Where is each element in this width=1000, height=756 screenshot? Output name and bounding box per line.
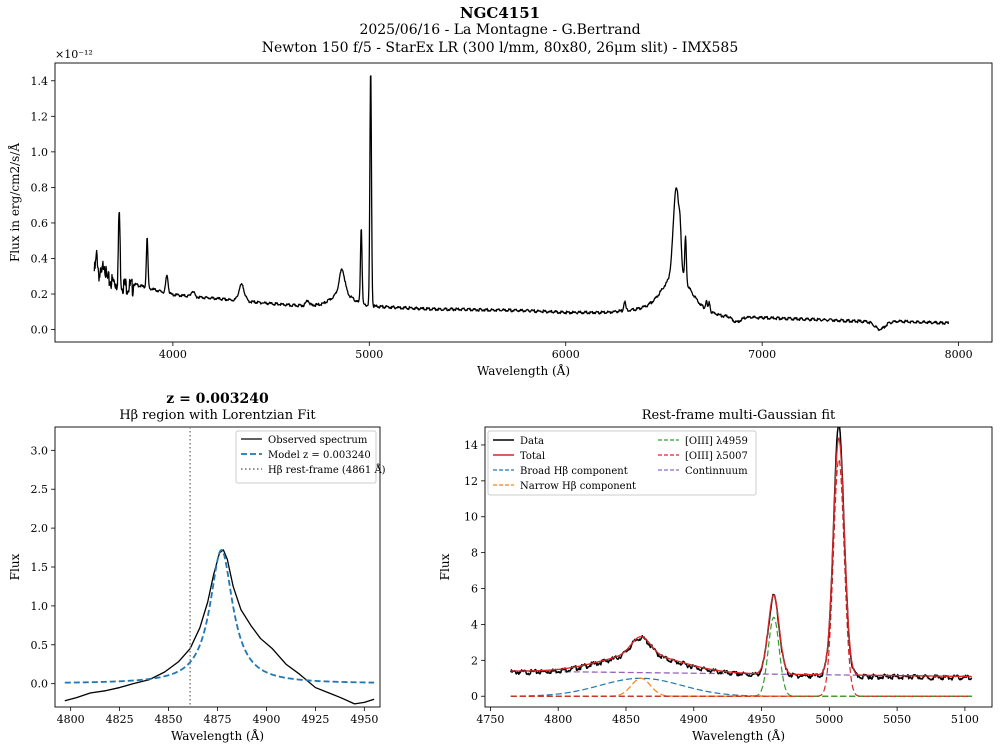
p2-xtick-label: 4850 [155, 713, 183, 726]
p2-ytick-label: 1.0 [31, 600, 49, 613]
p2-legend-box [235, 430, 377, 484]
p1-ytick-label: 0.6 [31, 217, 49, 230]
p3-ytick-label: 0 [471, 690, 478, 703]
p2-xtick-label: 4900 [252, 713, 280, 726]
p2-ytick-label: 0.5 [31, 639, 49, 652]
p1-ytick-label: 1.4 [31, 75, 49, 88]
p2-legend-label: Model z = 0.003240 [268, 450, 371, 461]
p2-model-line [64, 548, 375, 684]
p3-legend-label: Continnuum [685, 466, 748, 477]
p3-xtick-label: 5050 [883, 713, 911, 726]
p1-xtick-label: 7000 [748, 348, 776, 361]
p2-ytick-label: 0.0 [31, 678, 49, 691]
p1-xtick-label: 4000 [159, 348, 187, 361]
p1-xlabel: Wavelength (Å) [477, 363, 570, 378]
p3-legend-label: Broad Hβ component [520, 466, 628, 477]
p2-xtick-label: 4950 [350, 713, 378, 726]
p1-frame [54, 62, 993, 343]
p1-xtick-label: 5000 [355, 348, 383, 361]
figure-title: NGC4151 [459, 4, 541, 22]
p1-xtick-label: 8000 [945, 348, 973, 361]
p2-xtick-label: 4875 [204, 713, 232, 726]
p2-xtick-label: 4825 [106, 713, 134, 726]
p1-ytick-label: 0.0 [31, 324, 49, 337]
p3-title: Rest-frame multi-Gaussian fit [642, 408, 836, 423]
p3-oiii-4959-line [510, 616, 972, 697]
p1-ytick-label: 0.4 [31, 252, 49, 265]
p3-legend-label: Total [520, 451, 545, 462]
p3-legend-label: [OIII] λ4959 [685, 436, 748, 447]
p1-ytick-label: 0.2 [31, 288, 49, 301]
full-spectrum-panel: 4000 5000 6000 7000 8000 0.0 0.2 0.4 0.6 0.8 1.0 1.… [7, 48, 993, 378]
p2-ylabel: Flux [8, 553, 22, 580]
p2-xtick-label: 4925 [301, 713, 329, 726]
p1-spectrum-line [93, 75, 950, 331]
p3-ytick-label: 4 [471, 618, 478, 631]
p2-legend: Observed spectrum Model z = 0.003240 Hβ re… [235, 430, 386, 484]
p3-broad-hbeta-line [510, 677, 972, 697]
p3-ytick-label: 14 [464, 439, 478, 452]
p3-ytick-label: 12 [464, 475, 478, 488]
p2-ytick-label: 2.5 [31, 483, 49, 496]
p2-legend-label: Observed spectrum [268, 435, 368, 446]
hbeta-fit-panel: 4800 4825 4850 4875 4900 4925 4950 0.0 0.5 1.0 1.5… [8, 391, 386, 743]
p3-ytick-label: 10 [464, 511, 478, 524]
p2-ytick-label: 2.0 [31, 522, 49, 535]
figure-subtitle-date: 2025/06/16 - La Montagne - G.Bertrand [359, 22, 641, 38]
p3-oiii-5007-line [510, 458, 972, 697]
p3-xtick-label: 5000 [815, 713, 843, 726]
figure-subtitle-instrument: Newton 150 f/5 - StarEx LR (300 l/mm, 80… [261, 40, 739, 56]
p2-xlabel: Wavelength (Å) [171, 728, 264, 743]
p3-ytick-label: 8 [471, 547, 478, 560]
p3-legend: Data Total Broad Hβ component Narrow Hβ com… [487, 430, 757, 496]
p3-legend-label: Data [520, 436, 544, 447]
p3-xtick-label: 4800 [544, 713, 572, 726]
p3-xtick-label: 4950 [748, 713, 776, 726]
p2-frame [54, 426, 381, 708]
p3-legend-box [487, 430, 757, 496]
p3-total-line [510, 437, 972, 678]
p3-xtick-label: 4750 [476, 713, 504, 726]
p1-ytick-label: 0.8 [31, 181, 49, 194]
p3-xlabel: Wavelength (Å) [692, 728, 785, 743]
p3-xtick-label: 4900 [680, 713, 708, 726]
p3-continuum-line [510, 670, 972, 678]
p3-ytick-label: 6 [471, 583, 478, 596]
p1-xtick-label: 6000 [552, 348, 580, 361]
p3-ytick-label: 2 [471, 654, 478, 667]
p3-xtick-label: 5100 [951, 713, 979, 726]
p3-xtick-label: 4850 [612, 713, 640, 726]
p3-legend-label: Narrow Hβ component [520, 481, 636, 492]
p1-y-scale-label: ×10⁻¹² [55, 48, 93, 61]
p1-ytick-label: 1.2 [31, 110, 49, 123]
p2-title: Hβ region with Lorentzian Fit [119, 408, 316, 423]
p2-observed-line [64, 549, 375, 705]
p2-ytick-label: 3.0 [31, 444, 49, 457]
p3-narrow-hbeta-line [510, 677, 972, 697]
p1-ytick-label: 1.0 [31, 146, 49, 159]
p2-ytick-label: 1.5 [31, 561, 49, 574]
p3-frame [484, 426, 993, 708]
multi-gauss-panel: 4750 4800 4850 4900 4950 5000 5050 5100 0 2 4 6 8 10 1… [438, 408, 993, 743]
p2-title-redshift: z = 0.003240 [166, 391, 269, 407]
p3-ylabel: Flux [438, 553, 452, 580]
p3-legend-label: [OIII] λ5007 [685, 451, 748, 462]
p2-legend-label: Hβ rest-frame (4861 Å) [268, 464, 386, 476]
p1-ylabel: Flux in erg/cm2/s/Å [7, 143, 22, 262]
p2-xtick-label: 4800 [57, 713, 85, 726]
